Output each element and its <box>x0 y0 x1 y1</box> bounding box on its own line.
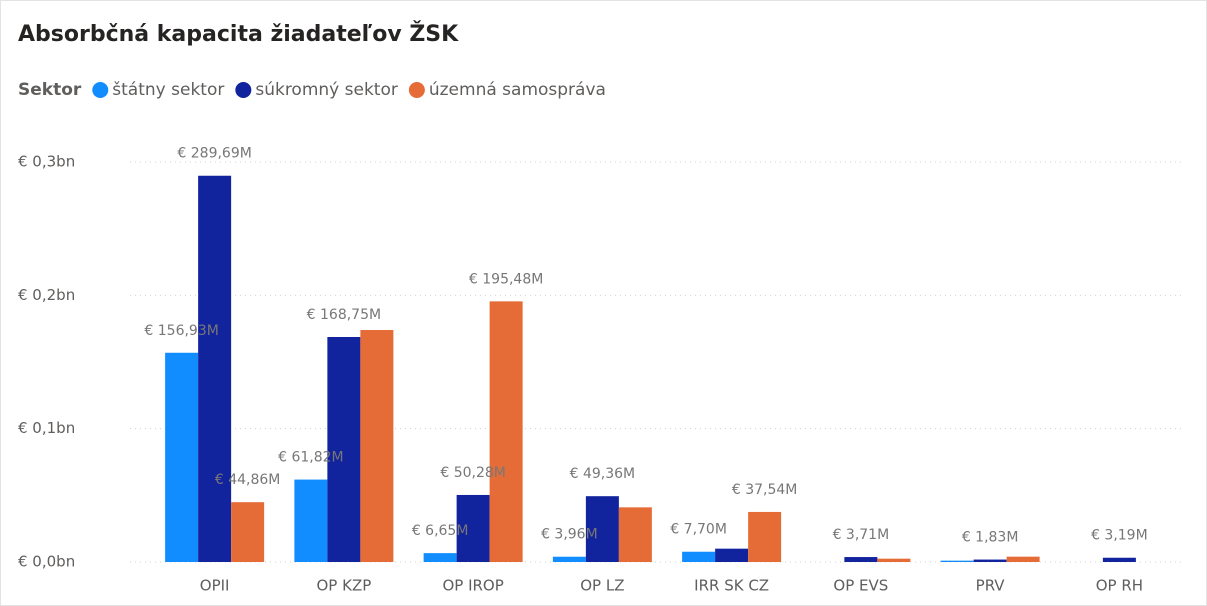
data-label: € 3,71M <box>833 527 890 543</box>
data-label: € 3,96M <box>541 527 598 543</box>
bar <box>552 556 586 562</box>
data-label: € 7,70M <box>670 522 727 538</box>
x-tick-label: OP RH <box>1096 577 1143 595</box>
bar <box>1102 557 1136 562</box>
bar <box>940 560 974 562</box>
y-tick-label: € 0,2bn <box>18 286 75 304</box>
data-label: € 6,65M <box>412 523 469 539</box>
data-label: € 44,86M <box>215 472 281 488</box>
bar <box>327 337 361 562</box>
bar <box>844 557 878 562</box>
bar <box>877 558 911 562</box>
y-tick-label: € 0,1bn <box>18 419 75 437</box>
bar <box>231 502 265 562</box>
data-label: € 168,75M <box>307 307 381 323</box>
legend-title: Sektor <box>18 80 82 100</box>
bar <box>682 551 716 562</box>
y-tick-label: € 0,3bn <box>18 153 75 171</box>
data-label: € 1,83M <box>962 530 1019 546</box>
legend-marker <box>408 82 425 98</box>
bar <box>456 494 490 562</box>
bar <box>715 548 749 562</box>
x-tick-label: OPII <box>200 577 230 595</box>
x-tick-label: OP KZP <box>316 577 371 595</box>
data-label: € 49,36M <box>570 466 636 482</box>
data-label: € 37,54M <box>732 482 798 498</box>
legend-label: štátny sektor <box>112 80 224 100</box>
bar <box>423 553 457 562</box>
legend-marker <box>92 82 109 98</box>
bar <box>165 352 199 562</box>
bar <box>585 496 619 562</box>
x-tick-label: OP IROP <box>442 577 503 595</box>
data-label: € 50,28M <box>440 465 506 481</box>
chart-title: Absorbčná kapacita žiadateľov ŽSK <box>18 21 459 47</box>
data-label: € 195,48M <box>469 271 543 287</box>
legend-label: územná samospráva <box>429 80 606 100</box>
bar <box>748 511 782 562</box>
data-label: € 61,82M <box>278 450 344 466</box>
data-label: € 289,69M <box>177 146 251 162</box>
x-tick-label: PRV <box>976 577 1006 595</box>
data-label: € 3,19M <box>1091 528 1148 544</box>
x-tick-label: OP EVS <box>833 577 888 595</box>
legend-marker <box>235 82 252 98</box>
bar <box>294 479 328 562</box>
data-label: € 156,93M <box>144 323 218 339</box>
bar <box>973 559 1007 562</box>
bar <box>618 507 652 562</box>
bar <box>198 175 232 562</box>
y-tick-label: € 0,0bn <box>18 553 75 571</box>
x-tick-label: OP LZ <box>580 577 624 595</box>
bar <box>489 301 523 562</box>
x-tick-label: IRR SK CZ <box>694 577 769 595</box>
bar <box>1006 556 1040 562</box>
bar <box>360 330 394 562</box>
legend-label: súkromný sektor <box>255 80 398 100</box>
